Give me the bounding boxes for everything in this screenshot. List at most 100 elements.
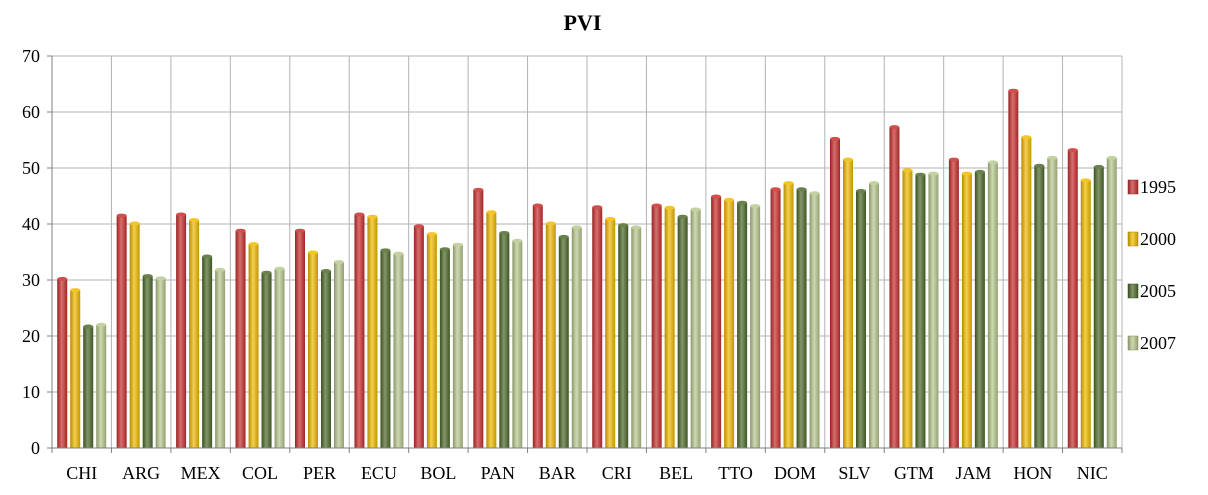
bar-cap-1995-DOM — [770, 187, 781, 192]
bar-cap-2007-ARG — [155, 276, 166, 281]
bar-2005-SLV — [856, 190, 866, 448]
bar-cap-2007-NIC — [1106, 155, 1117, 160]
x-tick-label: ARG — [122, 463, 160, 483]
bar-cap-1995-HON — [1008, 88, 1019, 93]
bar-cap-1995-CHI — [57, 276, 68, 281]
bar-cap-2007-BAR — [571, 225, 582, 230]
bar-cap-2005-JAM — [974, 169, 985, 174]
bar-cap-2005-NIC — [1093, 164, 1104, 169]
bar-cap-2000-PAN — [486, 210, 497, 215]
bar-cap-2005-GTM — [915, 172, 926, 177]
x-tick-label: NIC — [1077, 463, 1108, 483]
y-tick-label: 30 — [22, 270, 40, 290]
x-tick-label: DOM — [774, 463, 816, 483]
bar-cap-2005-ARG — [142, 274, 153, 279]
bar-1995-PER — [295, 230, 305, 448]
bar-1995-PAN — [473, 189, 484, 448]
bar-cap-2000-BAR — [545, 221, 556, 226]
bar-1995-HON — [1008, 90, 1019, 448]
bar-cap-2000-MEX — [189, 218, 200, 223]
bar-cap-2000-BOL — [426, 232, 437, 237]
bar-cap-2007-HON — [1047, 155, 1058, 160]
bar-cap-2007-DOM — [809, 191, 820, 196]
legend-swatch-1995 — [1127, 179, 1139, 195]
bar-cap-2007-CHI — [96, 322, 107, 327]
x-tick-label: ECU — [361, 463, 397, 483]
bar-1995-JAM — [948, 159, 959, 448]
bar-2000-BAR — [545, 223, 556, 448]
bar-1995-SLV — [830, 138, 840, 448]
bar-2007-GTM — [928, 173, 939, 448]
legend-label-2000: 2000 — [1140, 229, 1176, 249]
bar-cap-2005-BOL — [439, 247, 450, 252]
bar-cap-2007-ECU — [393, 251, 404, 256]
bar-cap-2005-PAN — [499, 230, 510, 235]
bar-2000-GTM — [902, 170, 913, 449]
bar-2007-DOM — [809, 193, 820, 448]
bar-cap-2000-ECU — [367, 214, 378, 219]
y-tick-label: 50 — [22, 158, 40, 178]
bar-cap-1995-COL — [235, 228, 246, 233]
bar-2005-CRI — [618, 225, 629, 448]
bar-2007-MEX — [215, 269, 226, 448]
bar-cap-2000-GTM — [902, 168, 913, 173]
x-tick-label: TTO — [718, 463, 753, 483]
bar-cap-2000-JAM — [961, 171, 972, 176]
x-tick-label: COL — [242, 463, 278, 483]
bar-2000-NIC — [1080, 180, 1091, 448]
bar-cap-2007-COL — [274, 266, 285, 271]
bar-2000-COL — [248, 244, 259, 448]
bar-2005-JAM — [974, 171, 985, 449]
bar-cap-2000-CHI — [70, 288, 81, 293]
bar-cap-2005-BEL — [677, 214, 688, 219]
bar-2000-DOM — [783, 183, 794, 448]
x-tick-label: BEL — [659, 463, 693, 483]
bar-cap-1995-SLV — [830, 136, 840, 141]
bar-cap-1995-BEL — [651, 203, 662, 208]
bar-cap-2007-TTO — [750, 204, 761, 209]
bar-cap-2000-PER — [308, 250, 318, 255]
grid — [52, 55, 1123, 449]
bar-cap-2005-COL — [261, 270, 272, 275]
bar-2000-PAN — [486, 212, 497, 448]
bar-cap-1995-GTM — [889, 125, 900, 130]
bar-2000-SLV — [843, 159, 853, 448]
y-tick-label: 70 — [22, 46, 40, 66]
axes — [47, 55, 1123, 453]
bar-1995-DOM — [770, 189, 781, 448]
bar-cap-2007-BEL — [690, 207, 701, 212]
bar-cap-2007-PAN — [512, 238, 523, 243]
bar-cap-2005-ECU — [380, 248, 391, 253]
x-tick-label: BAR — [539, 463, 576, 483]
bar-2000-CHI — [70, 290, 81, 448]
bar-cap-2007-GTM — [928, 171, 939, 176]
x-tick-label: PAN — [481, 463, 515, 483]
bar-1995-CHI — [57, 278, 68, 448]
bar-cap-2005-PER — [321, 269, 331, 274]
bar-2000-ARG — [129, 223, 140, 448]
y-tick-label: 20 — [22, 326, 40, 346]
bar-1995-MEX — [176, 214, 187, 448]
bar-2005-CHI — [83, 326, 94, 448]
legend-label-2005: 2005 — [1140, 281, 1176, 301]
bar-2000-MEX — [189, 220, 200, 448]
bar-cap-2007-SLV — [869, 181, 879, 186]
bar-cap-2005-MEX — [202, 254, 213, 259]
bar-1995-BAR — [532, 205, 543, 448]
bar-cap-2007-CRI — [631, 225, 642, 230]
bar-2007-COL — [274, 268, 285, 448]
bar-2007-SLV — [869, 183, 879, 448]
legend-label-2007: 2007 — [1140, 333, 1176, 353]
bar-cap-2007-PER — [334, 260, 344, 265]
bar-2005-ECU — [380, 250, 391, 448]
bar-2005-BAR — [558, 236, 569, 448]
bar-cap-2000-BEL — [664, 205, 675, 210]
bar-cap-2005-SLV — [856, 188, 866, 193]
bar-1995-TTO — [711, 196, 722, 448]
bar-2005-COL — [261, 272, 272, 448]
bar-2007-BOL — [452, 244, 463, 448]
x-tick-label: BOL — [420, 463, 456, 483]
bar-2005-GTM — [915, 174, 926, 448]
bar-cap-1995-PER — [295, 228, 305, 233]
bar-1995-NIC — [1067, 150, 1078, 448]
